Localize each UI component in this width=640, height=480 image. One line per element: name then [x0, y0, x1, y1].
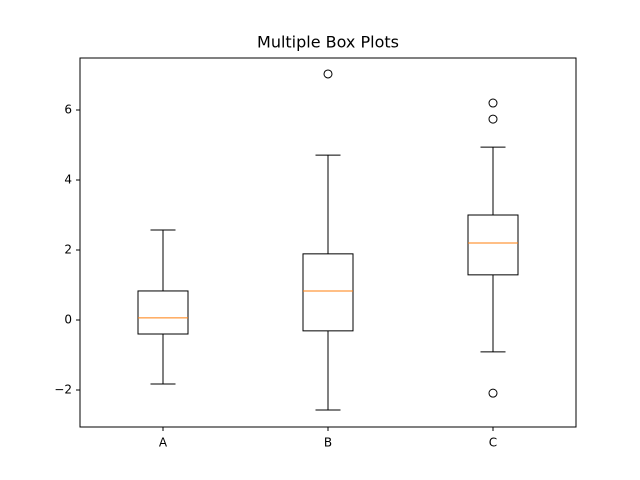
x-tick-label: C [489, 436, 497, 450]
x-tick-label: B [324, 436, 332, 450]
box [137, 290, 189, 335]
box [302, 253, 354, 332]
x-tick-label: A [159, 436, 168, 450]
outlier [488, 388, 498, 398]
y-tick-label: 6 [64, 103, 72, 117]
y-tick-label: 0 [64, 313, 72, 327]
outlier [488, 98, 498, 108]
y-tick-label: 4 [64, 173, 72, 187]
box [467, 214, 519, 276]
y-tick-label: 2 [64, 243, 72, 257]
y-tick-label: −2 [54, 383, 72, 397]
outlier [488, 114, 498, 124]
chart-title: Multiple Box Plots [257, 33, 399, 52]
outlier [323, 69, 333, 79]
